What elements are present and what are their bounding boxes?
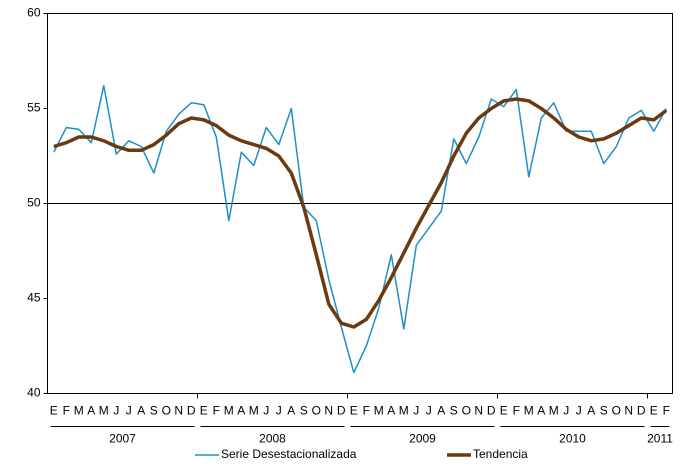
x-tick-label: J <box>426 404 432 418</box>
year-label: 2010 <box>559 432 586 446</box>
x-tick-label: A <box>387 404 395 418</box>
x-tick-label: D <box>337 404 346 418</box>
x-tick-label: M <box>374 404 384 418</box>
x-tick-label: S <box>300 404 308 418</box>
x-tick-label: E <box>50 404 58 418</box>
x-tick-label: M <box>549 404 559 418</box>
x-tick-label: A <box>87 404 95 418</box>
x-tick-label: D <box>637 404 646 418</box>
legend-label: Tendencia <box>473 447 528 461</box>
series-line <box>53 84 667 374</box>
year-label: 2008 <box>259 432 286 446</box>
x-tick-label: F <box>363 404 370 418</box>
year-label: 2007 <box>109 432 136 446</box>
legend-label: Serie Desestacionalizada <box>221 447 357 461</box>
x-tick-label: A <box>137 404 145 418</box>
x-tick-label: J <box>413 404 419 418</box>
x-tick-label: E <box>200 404 208 418</box>
x-tick-label: A <box>537 404 545 418</box>
x-tick-label: N <box>624 404 633 418</box>
x-tick-label: F <box>663 404 670 418</box>
series-line <box>53 97 668 329</box>
x-tick-label: J <box>263 404 269 418</box>
x-tick-label: M <box>399 404 409 418</box>
x-tick-label: F <box>213 404 220 418</box>
y-tick-label: 45 <box>27 291 41 305</box>
x-tick-label: O <box>612 404 621 418</box>
x-tick-label: M <box>249 404 259 418</box>
x-tick-label: O <box>162 404 171 418</box>
x-tick-label: N <box>474 404 483 418</box>
x-tick-label: E <box>500 404 508 418</box>
x-tick-label: A <box>437 404 445 418</box>
year-label: 2009 <box>409 432 436 446</box>
x-tick-label: E <box>350 404 358 418</box>
x-tick-label: A <box>287 404 295 418</box>
year-label: 2011 <box>647 432 673 446</box>
x-tick-label: M <box>74 404 84 418</box>
x-tick-label: O <box>462 404 471 418</box>
x-tick-label: M <box>224 404 234 418</box>
x-tick-label: J <box>563 404 569 418</box>
x-tick-label: J <box>276 404 282 418</box>
x-tick-label: J <box>113 404 119 418</box>
x-tick-label: A <box>587 404 595 418</box>
y-tick-label: 60 <box>27 6 41 20</box>
x-tick-label: S <box>600 404 608 418</box>
x-tick-label: F <box>513 404 520 418</box>
x-tick-label: O <box>312 404 321 418</box>
y-tick-label: 55 <box>27 101 41 115</box>
x-tick-label: S <box>450 404 458 418</box>
x-tick-label: M <box>524 404 534 418</box>
x-tick-label: D <box>187 404 196 418</box>
x-tick-label: N <box>174 404 183 418</box>
y-tick-label: 40 <box>27 386 41 400</box>
x-tick-label: F <box>63 404 70 418</box>
x-tick-label: M <box>99 404 109 418</box>
x-tick-label: J <box>576 404 582 418</box>
x-tick-label: S <box>150 404 158 418</box>
x-tick-label: N <box>324 404 333 418</box>
x-tick-label: J <box>126 404 132 418</box>
x-tick-label: A <box>237 404 245 418</box>
x-tick-label: D <box>487 404 496 418</box>
y-tick-label: 50 <box>27 196 41 210</box>
x-tick-label: E <box>650 404 658 418</box>
